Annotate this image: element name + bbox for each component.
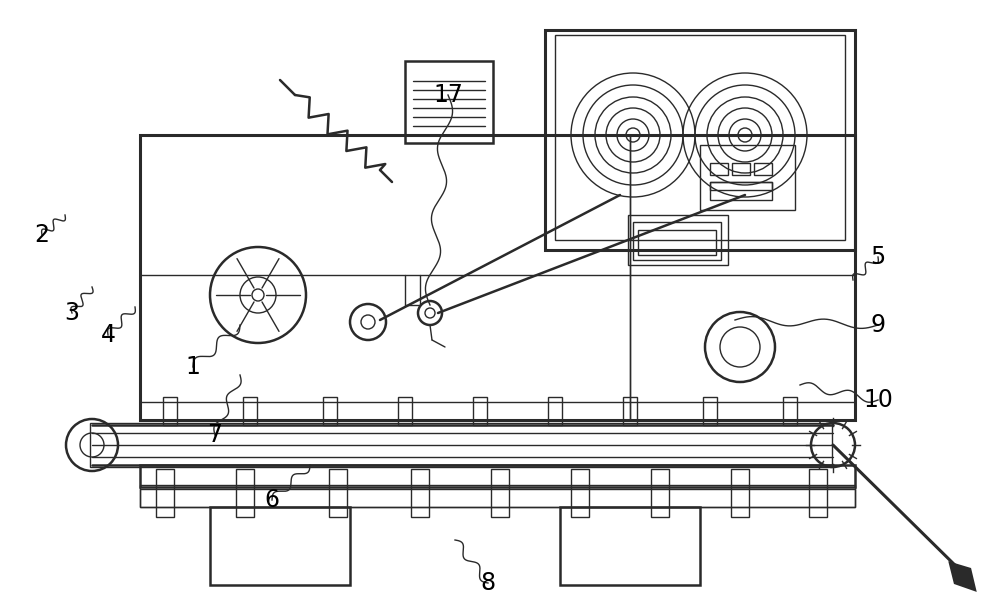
Bar [628, 215, 728, 265]
Bar [491, 469, 509, 517]
Bar [732, 163, 750, 175]
Bar [710, 182, 772, 200]
Text: 5: 5 [870, 245, 886, 269]
Polygon shape [950, 563, 975, 590]
Bar [754, 163, 772, 175]
Bar [783, 397, 797, 425]
Bar [329, 469, 347, 517]
Bar [398, 397, 412, 425]
Bar [638, 230, 716, 255]
Bar [555, 35, 845, 240]
Bar [633, 222, 721, 260]
Bar [809, 469, 827, 517]
Bar [560, 507, 700, 585]
Bar [548, 397, 562, 425]
Bar [140, 489, 855, 507]
Bar [210, 507, 350, 585]
Bar [243, 397, 257, 425]
Text: 4: 4 [100, 323, 116, 347]
Bar [473, 397, 487, 425]
Text: 17: 17 [433, 83, 463, 107]
Bar [140, 402, 855, 420]
Bar [411, 469, 429, 517]
Text: 6: 6 [264, 488, 280, 512]
Text: 3: 3 [64, 301, 80, 325]
Text: 10: 10 [863, 388, 893, 412]
Bar [571, 469, 589, 517]
Bar [405, 61, 493, 143]
Bar [545, 30, 855, 250]
Bar [710, 182, 772, 190]
Bar [140, 135, 855, 420]
Bar [731, 469, 749, 517]
Text: 1: 1 [186, 355, 200, 379]
Bar [651, 469, 669, 517]
Bar [710, 163, 728, 175]
Bar [323, 397, 337, 425]
Bar [90, 423, 832, 467]
Bar [140, 485, 855, 507]
Bar [140, 465, 855, 487]
Bar [700, 145, 795, 210]
Bar [236, 469, 254, 517]
Text: 8: 8 [480, 571, 496, 595]
Text: 7: 7 [208, 423, 222, 447]
Bar [623, 397, 637, 425]
Text: 2: 2 [34, 223, 50, 247]
Bar [703, 397, 717, 425]
Bar [156, 469, 174, 517]
Bar [140, 135, 630, 420]
Bar [630, 135, 855, 420]
Bar [163, 397, 177, 425]
Text: 9: 9 [870, 313, 886, 337]
